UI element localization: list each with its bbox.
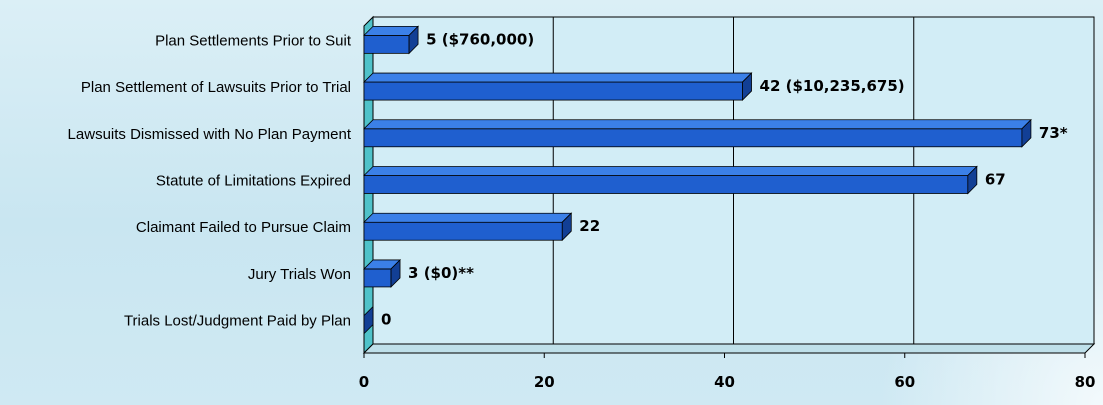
bar: [363, 258, 402, 288]
bar: [363, 165, 978, 195]
bar-front: [363, 268, 392, 288]
bar-front: [363, 81, 743, 101]
bar: [363, 305, 374, 335]
bar-end: [742, 72, 752, 102]
data-label: 0: [381, 311, 391, 329]
bar-end: [390, 258, 401, 288]
category-label: Lawsuits Dismissed with No Plan Payment: [68, 126, 352, 143]
bar-front: [363, 175, 969, 194]
category-label: Claimant Failed to Pursue Claim: [136, 219, 351, 236]
bar-end: [363, 305, 374, 335]
data-label: 3 ($0)**: [408, 264, 474, 282]
data-label: 42 ($10,235,675): [760, 77, 905, 95]
category-label: Trials Lost/Judgment Paid by Plan: [124, 313, 351, 330]
data-label: 73*: [1039, 124, 1068, 142]
bar-end: [967, 165, 978, 195]
axis-floor: [362, 343, 1096, 354]
bar-top: [363, 119, 1032, 130]
bar-front: [363, 34, 410, 54]
bar: [363, 212, 573, 242]
bar-front: [363, 128, 1023, 148]
category-label: Plan Settlements Prior to Suit: [155, 32, 352, 49]
bar: [363, 118, 1032, 148]
data-label: 67: [985, 171, 1006, 189]
x-tick-label: 0: [359, 373, 369, 391]
x-tick-label: 40: [714, 373, 735, 391]
bar-end: [561, 212, 572, 242]
bar-front: [363, 221, 563, 241]
bar-top: [363, 212, 573, 223]
data-label: 5 ($760,000): [426, 30, 534, 48]
x-tick-label: 80: [1075, 373, 1096, 391]
bar-end: [408, 25, 419, 55]
bar-end: [1021, 118, 1032, 148]
x-tick-label: 60: [894, 373, 915, 391]
category-label: Statute of Limitations Expired: [156, 173, 351, 190]
bar: [363, 72, 753, 102]
bar: [363, 25, 420, 55]
data-label: 22: [579, 217, 600, 235]
category-label: Plan Settlement of Lawsuits Prior to Tri…: [81, 79, 351, 96]
bar-top: [363, 166, 978, 176]
x-tick-label: 20: [534, 373, 555, 391]
category-label: Jury Trials Won: [248, 266, 351, 283]
bar-top: [363, 72, 753, 83]
